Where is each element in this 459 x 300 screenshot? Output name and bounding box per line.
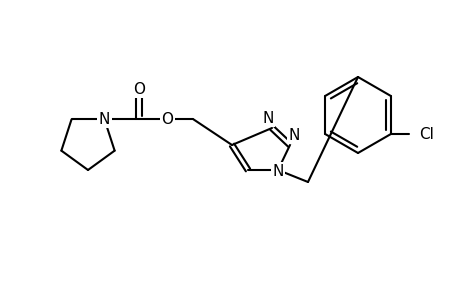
Text: O: O (161, 112, 173, 127)
Text: O: O (133, 82, 145, 97)
Text: N: N (262, 110, 273, 125)
Text: N: N (99, 112, 110, 127)
Text: N: N (288, 128, 299, 142)
Text: Cl: Cl (418, 127, 433, 142)
Text: N: N (272, 164, 283, 178)
